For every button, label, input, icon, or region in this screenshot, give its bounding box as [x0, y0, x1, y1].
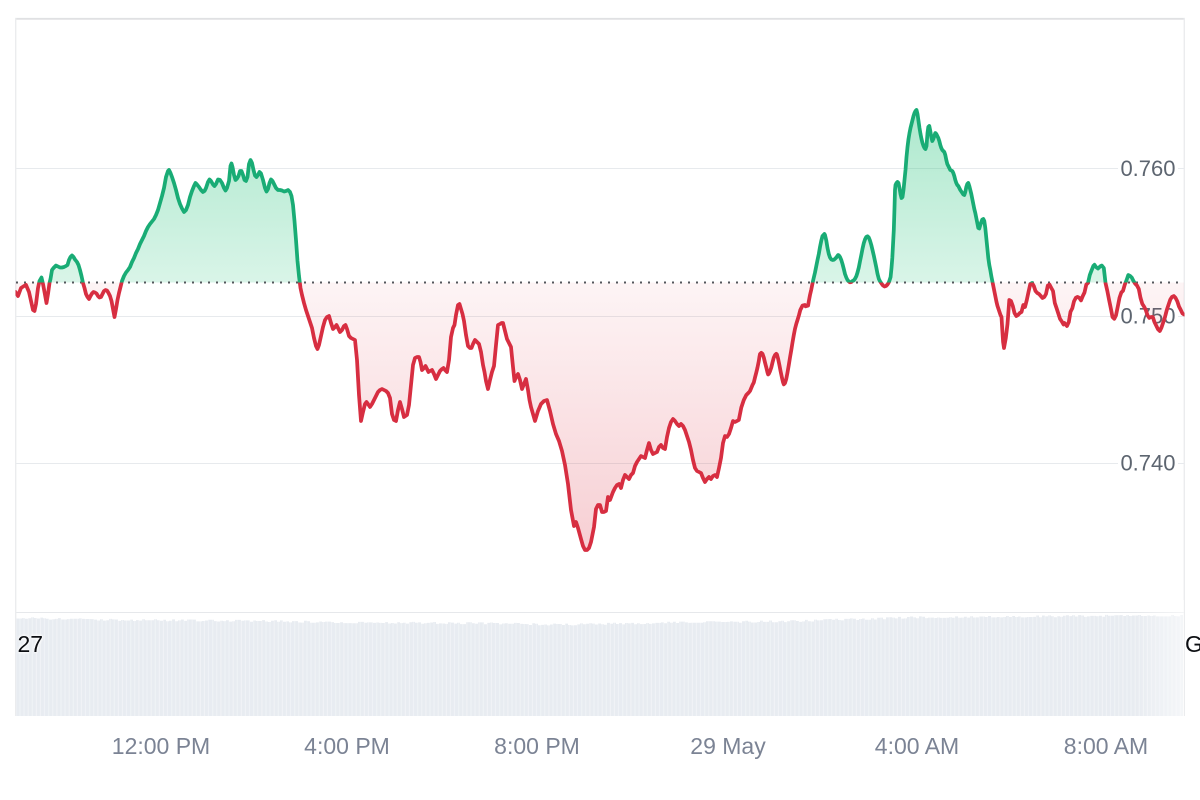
- svg-text:0.760: 0.760: [1120, 156, 1175, 181]
- svg-text:0.740: 0.740: [1120, 451, 1175, 476]
